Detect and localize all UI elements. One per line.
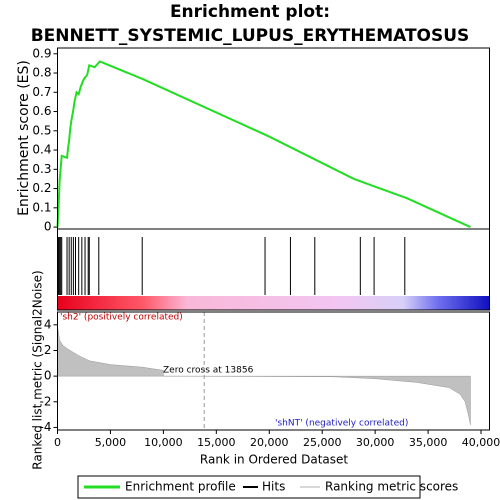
y-tick-label: 0.9 bbox=[32, 46, 51, 60]
x-tick-label: 30,000 bbox=[356, 436, 395, 449]
y-tick-label: 0.5 bbox=[32, 123, 51, 137]
plot-frame bbox=[57, 311, 490, 431]
y-tick-label: 4 bbox=[44, 317, 52, 331]
x-axis-label: Rank in Ordered Dataset bbox=[200, 453, 348, 467]
legend-label: Hits bbox=[262, 480, 285, 494]
x-tick-label: 10,000 bbox=[144, 436, 183, 449]
y-tick-label: 0.8 bbox=[32, 66, 51, 80]
y-tick-label: 0 bbox=[44, 220, 52, 234]
y-tick-label: 0.2 bbox=[32, 181, 51, 195]
x-tick-label: 5,000 bbox=[95, 436, 127, 449]
annotation: 'sh2' (positively correlated) bbox=[60, 313, 183, 323]
x-tick-label: 20,000 bbox=[250, 436, 289, 449]
annotation: Zero cross at 13856 bbox=[163, 366, 254, 376]
y-tick-label: 0.6 bbox=[32, 104, 51, 118]
annotation: 'shNT' (negatively correlated) bbox=[275, 419, 408, 429]
y-axis-label: Enrichment score (ES) bbox=[16, 60, 32, 216]
x-tick-label: 35,000 bbox=[409, 436, 448, 449]
x-tick-label: 0 bbox=[54, 436, 61, 449]
chart-title: Enrichment plot: bbox=[170, 2, 330, 22]
y-tick-label: 0.1 bbox=[32, 200, 51, 214]
y-tick-label: 2 bbox=[44, 343, 52, 357]
legend-label: Enrichment profile bbox=[125, 480, 236, 494]
metric-area bbox=[57, 326, 471, 425]
color-bar bbox=[57, 296, 490, 310]
y-tick-label: 0.4 bbox=[32, 143, 51, 157]
x-tick-label: 40,000 bbox=[462, 436, 500, 449]
y-tick-label: -4 bbox=[40, 420, 52, 434]
x-tick-label: 25,000 bbox=[303, 436, 342, 449]
y-tick-label: 0.3 bbox=[32, 162, 51, 176]
y-tick-label: 0 bbox=[44, 369, 52, 383]
plot-frame bbox=[57, 228, 490, 311]
y-axis-label: Ranked list metric (Signal2Noise) bbox=[31, 270, 45, 469]
chart-subtitle: BENNETT_SYSTEMIC_LUPUS_ERYTHEMATOSUS bbox=[31, 26, 470, 46]
legend-label: Ranking metric scores bbox=[325, 480, 458, 494]
y-tick-label: 0.7 bbox=[32, 85, 51, 99]
y-tick-label: -2 bbox=[40, 394, 52, 408]
enrichment-line bbox=[56, 60, 471, 228]
x-tick-label: 15,000 bbox=[197, 436, 236, 449]
